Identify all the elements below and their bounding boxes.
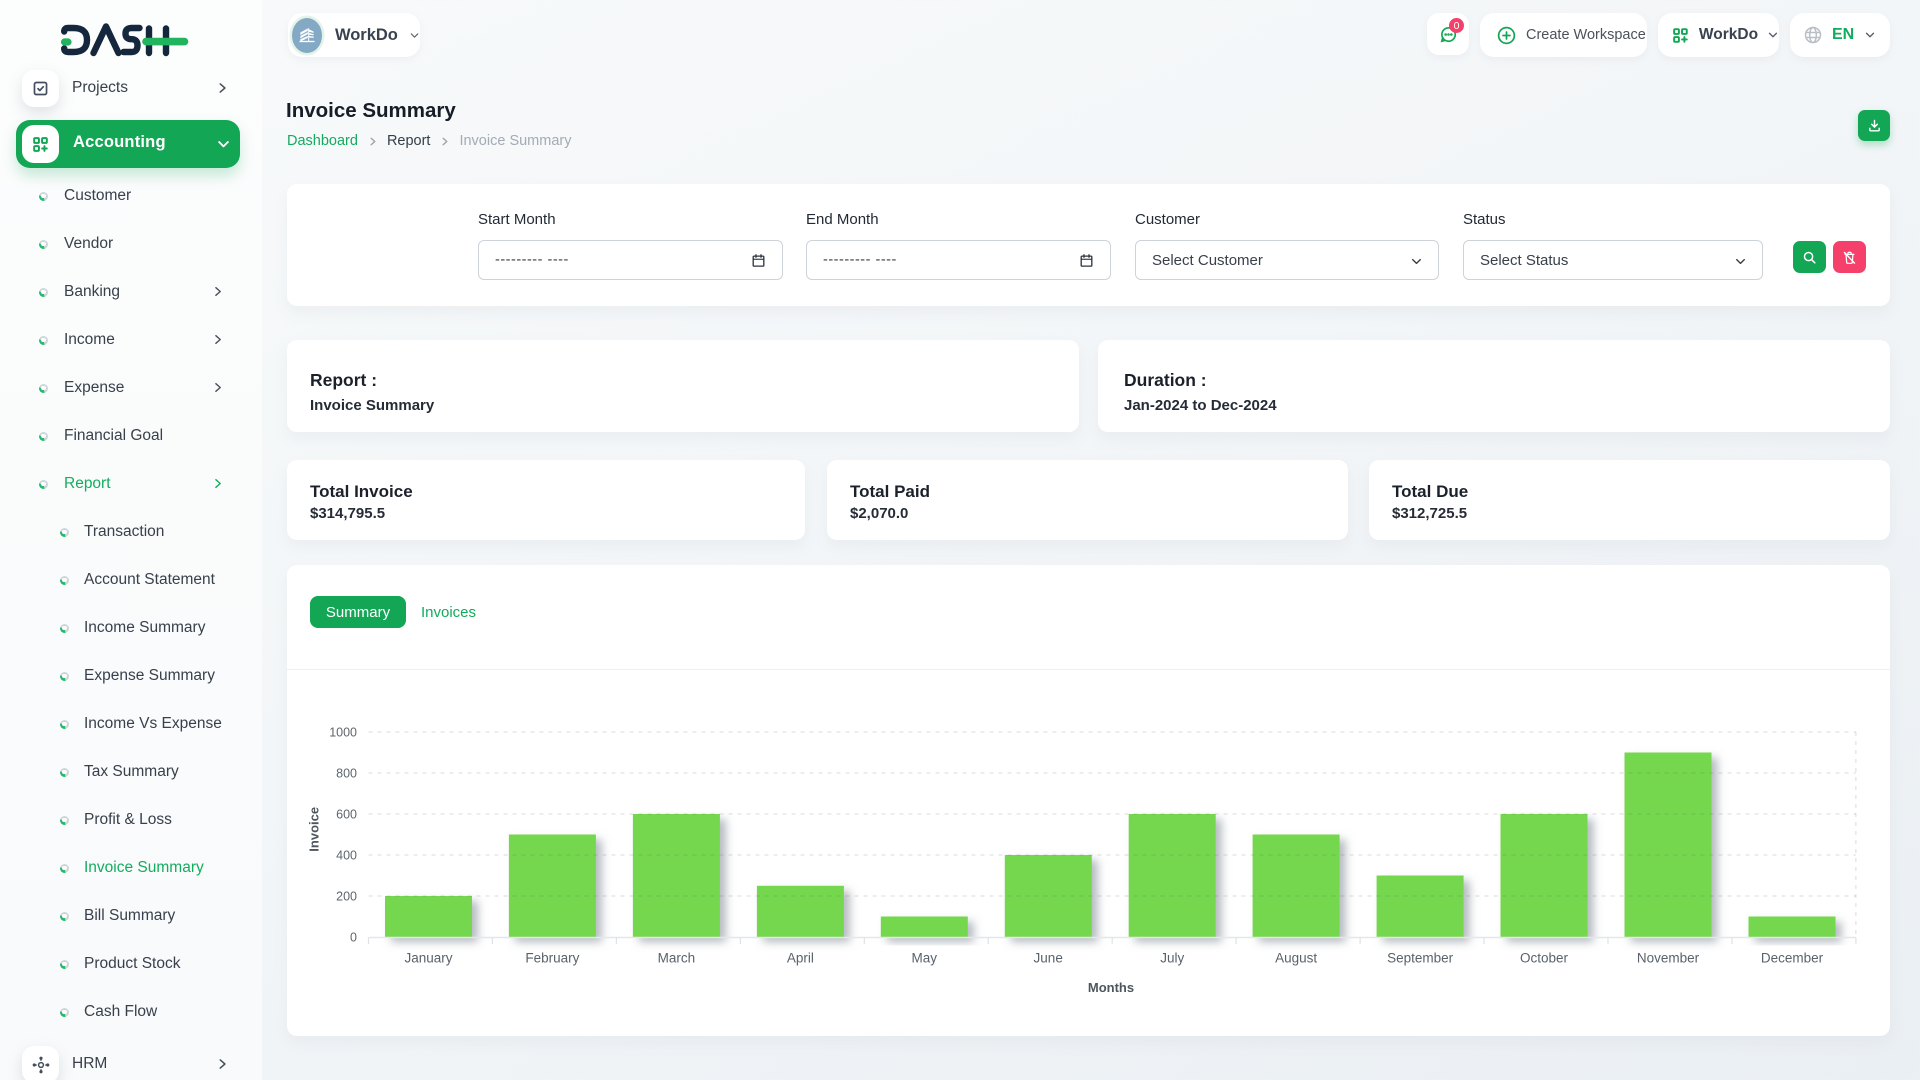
svg-text:800: 800	[336, 767, 357, 781]
svg-text:0: 0	[350, 931, 357, 945]
svg-text:October: October	[1520, 951, 1569, 966]
svg-text:November: November	[1637, 951, 1700, 966]
svg-text:Invoice: Invoice	[307, 807, 322, 852]
svg-text:September: September	[1387, 951, 1454, 966]
svg-text:1000: 1000	[329, 726, 357, 740]
svg-text:400: 400	[336, 849, 357, 863]
svg-text:July: July	[1160, 951, 1184, 966]
svg-text:February: February	[525, 951, 579, 966]
svg-text:Months: Months	[1088, 980, 1134, 995]
svg-text:August: August	[1275, 951, 1317, 966]
svg-text:600: 600	[336, 808, 357, 822]
svg-text:January: January	[404, 951, 452, 966]
svg-text:March: March	[658, 951, 696, 966]
svg-text:April: April	[787, 951, 814, 966]
svg-text:200: 200	[336, 890, 357, 904]
svg-text:May: May	[912, 951, 938, 966]
svg-text:June: June	[1034, 951, 1063, 966]
svg-text:December: December	[1761, 951, 1824, 966]
